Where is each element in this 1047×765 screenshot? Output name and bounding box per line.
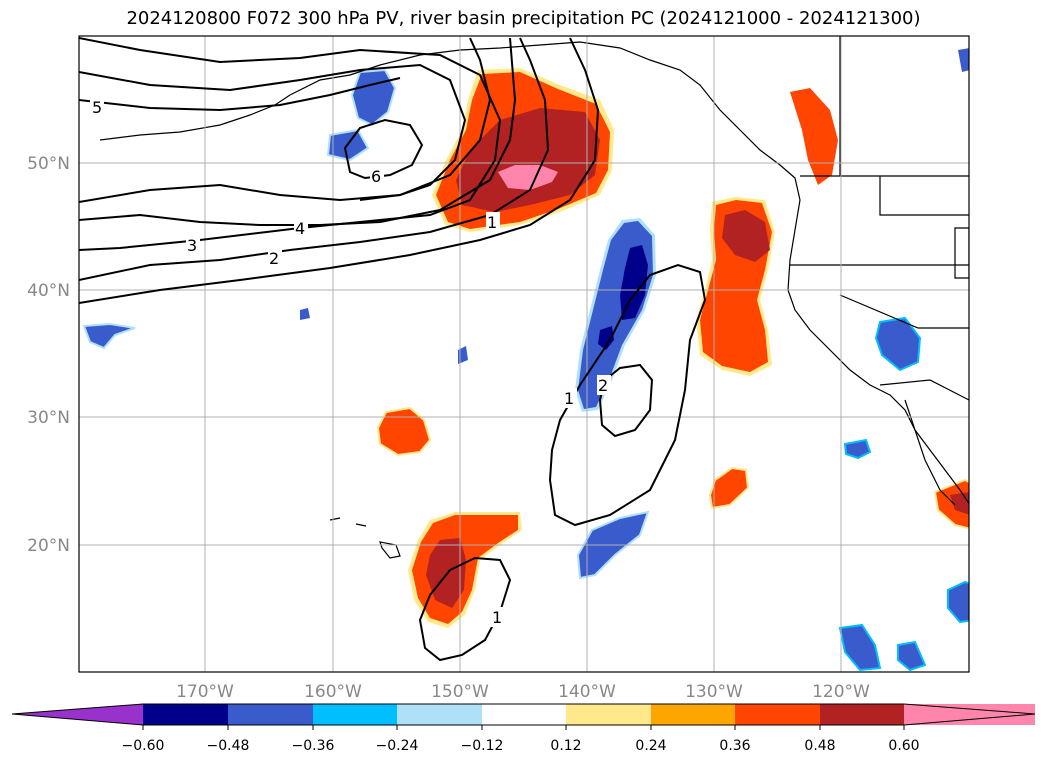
colorbar: −0.60 −0.48 −0.36 −0.24 −0.12 0.12 0.24 … (11, 703, 1036, 754)
latitude-labels: 50°N 40°N 30°N 20°N (27, 154, 70, 556)
colorbar-bin (228, 704, 313, 725)
contour-label-4: 4 (295, 219, 305, 238)
negative-anomaly-corner (958, 48, 969, 72)
contour-label-6: 6 (371, 167, 381, 186)
colorbar-bin (313, 704, 397, 725)
lon-label-130w: 130°W (685, 682, 743, 702)
lat-label-30n: 30°N (27, 408, 70, 428)
positive-anomaly-hawaii (408, 512, 522, 628)
lon-label-120w: 120°W (812, 682, 870, 702)
map-frame (78, 35, 970, 673)
negative-anomaly-mexico-2 (838, 623, 882, 672)
positive-anomaly-small-2 (708, 466, 750, 510)
positive-anomaly-northwest-coast (696, 197, 775, 376)
colorbar-extend-low (12, 704, 143, 725)
lon-label-160w: 160°W (304, 682, 362, 702)
negative-anomaly-mexico-1 (947, 580, 969, 624)
colorbar-bin (566, 704, 651, 725)
lat-label-20n: 20°N (27, 536, 70, 556)
negative-anomaly-tiny-1 (300, 308, 310, 320)
negative-anomaly-mexico-3 (897, 640, 927, 672)
pv-contours (79, 37, 707, 662)
colorbar-tick-label: 0.12 (550, 738, 581, 754)
lon-label-170w: 170°W (176, 682, 234, 702)
contour-label-1-hawaii: 1 (492, 608, 502, 627)
lon-label-140w: 140°W (558, 682, 616, 702)
colorbar-tick-label: −0.12 (461, 738, 504, 754)
colorbar-tick-label: −0.48 (207, 738, 250, 754)
negative-anomaly-great-basin (874, 316, 922, 372)
contour-label-2: 2 (269, 249, 279, 268)
positive-anomaly-british-columbia (790, 88, 838, 185)
map-title: 2024120800 F072 300 hPa PV, river basin … (126, 8, 921, 29)
colorbar-bin (735, 704, 820, 725)
negative-anomaly-socal (843, 438, 872, 460)
contour-label-2-south: 2 (598, 376, 608, 395)
lon-label-150w: 150°W (431, 682, 489, 702)
colorbar-tick-label: −0.24 (376, 738, 419, 754)
lat-label-40n: 40°N (27, 281, 70, 301)
colorbar-tick-label: 0.48 (804, 738, 835, 754)
positive-anomaly-gulf-of-alaska (432, 68, 614, 232)
colorbar-tick-label: 0.24 (635, 738, 666, 754)
contour-label-1: 1 (487, 213, 497, 232)
contour-label-1-south: 1 (564, 389, 574, 408)
lat-label-50n: 50°N (27, 154, 70, 174)
coastlines (99, 36, 969, 559)
negative-anomaly-west (82, 322, 136, 350)
colorbar-bin (820, 704, 904, 725)
colorbar-bin (143, 704, 228, 725)
colorbar-tick-label: 0.36 (719, 738, 750, 754)
colorbar-bin (651, 704, 735, 725)
colorbar-tick-label: −0.60 (122, 738, 165, 754)
positive-anomaly-baja (933, 478, 969, 530)
colorbar-tick-label: 0.60 (888, 738, 919, 754)
negative-anomaly-alaska (350, 68, 397, 127)
colorbar-tick-label: −0.36 (292, 738, 335, 754)
colorbar-bin (397, 704, 482, 725)
positive-anomaly-small-1 (376, 406, 432, 457)
longitude-labels: 170°W 160°W 150°W 140°W 130°W 120°W (176, 682, 870, 702)
colorbar-extend-high (904, 704, 1035, 725)
colorbar-bin (482, 704, 566, 725)
contour-label-3: 3 (187, 236, 197, 255)
contour-label-5: 5 (92, 98, 102, 117)
